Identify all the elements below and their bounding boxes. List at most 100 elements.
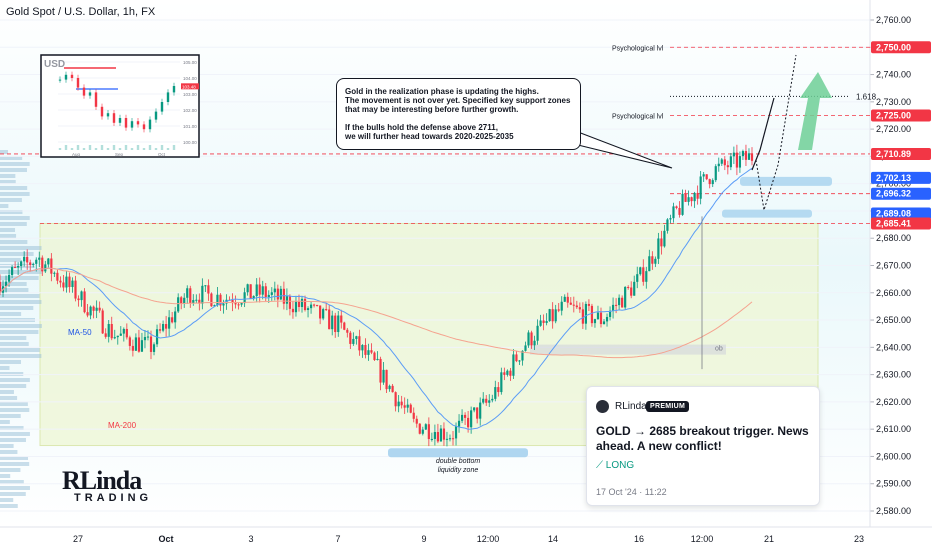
candle-body [210, 293, 213, 307]
order-block-zone [530, 344, 726, 355]
candle-body [527, 332, 530, 346]
candle-body [65, 276, 68, 288]
candle-body [77, 298, 80, 301]
price-tag [871, 217, 931, 230]
volume-profile-bar [0, 276, 39, 280]
inset-candle [70, 74, 74, 78]
candle-body [424, 424, 427, 430]
volume-profile-bar [0, 186, 28, 190]
candle-body [391, 385, 394, 393]
candle-body [747, 153, 751, 160]
price-tag [871, 147, 931, 160]
candle-body [624, 286, 627, 308]
idea-title[interactable]: GOLD → 2685 breakout trigger. News ahead… [596, 424, 809, 453]
candle-body [131, 345, 134, 351]
candle-body [636, 274, 639, 282]
candle-body [645, 271, 648, 282]
candle-body [146, 336, 150, 338]
candle-body [47, 258, 50, 265]
candle-body [467, 417, 470, 428]
candle-body [68, 276, 71, 288]
candle-body [0, 281, 2, 293]
candle-body [533, 340, 536, 346]
candle-body [83, 291, 86, 313]
inset-candle [94, 92, 98, 107]
analysis-note: Gold in the realization phase is updatin… [336, 78, 581, 150]
premium-badge: PREMIUM [646, 401, 690, 412]
candle-body [86, 312, 89, 316]
candle-body [491, 398, 494, 401]
y-tick-label: 2,590.00 [876, 479, 911, 489]
candle-body [258, 284, 261, 295]
author-name[interactable]: RLinda [615, 401, 647, 412]
candle-body [285, 296, 289, 304]
inset-volume [82, 148, 86, 150]
candle-body [231, 299, 234, 304]
candle-body [125, 328, 128, 338]
candle-body [654, 258, 657, 264]
candle-body [44, 264, 47, 272]
candle-body [10, 267, 14, 276]
psych-level-label: Psychological lvl [612, 113, 664, 120]
candle-body [536, 325, 539, 341]
y-tick-label: 2,730.00 [876, 97, 911, 107]
candle-body [177, 297, 180, 312]
candle-body [352, 338, 355, 344]
candle-body [14, 267, 17, 269]
candle-body [723, 159, 726, 166]
volume-profile-bar [0, 156, 23, 160]
fib-level-label: 1.618 [856, 92, 877, 101]
candle-body [611, 304, 615, 311]
candle-body [639, 267, 642, 275]
inset-candle [154, 111, 158, 120]
candle-body [149, 336, 153, 352]
inset-candle [166, 92, 170, 102]
volume-profile-bar [0, 288, 29, 292]
y-tick-label: 2,620.00 [876, 397, 911, 407]
candle-body [161, 324, 165, 331]
volume-profile-bar [0, 456, 29, 460]
volume-profile-bar [0, 336, 27, 340]
volume-profile-bar [0, 228, 16, 232]
candle-body [195, 299, 198, 301]
volume-profile-bar [0, 372, 24, 376]
ma-50-line [0, 167, 753, 430]
candle-body [276, 288, 279, 300]
candle-body [273, 288, 276, 293]
candle-body [35, 259, 38, 264]
candle-body [23, 256, 26, 262]
candle-body [128, 337, 131, 346]
candle-body [358, 336, 361, 351]
idea-date: 17 Oct '24 · 11:22 [596, 487, 667, 497]
inset-volume [154, 148, 158, 150]
candle-body [183, 297, 186, 304]
candle-body [297, 301, 301, 308]
x-tick-label: 23 [854, 534, 864, 544]
candle-body [608, 310, 612, 317]
candle-body [343, 322, 346, 330]
candle-body [587, 303, 591, 306]
inset-candle [142, 124, 146, 130]
candle-body [705, 174, 708, 180]
trend-up-icon: ⟋ [596, 460, 606, 471]
idea-card[interactable]: RLinda PREMIUM GOLD → 2685 breakout trig… [586, 386, 820, 506]
inset-candle [130, 121, 134, 128]
candle-body [291, 308, 295, 313]
note-line: If the bulls hold the defense above 2711… [345, 123, 498, 132]
candle-body [95, 307, 98, 311]
candle-body [26, 256, 29, 263]
candle-body [222, 303, 225, 306]
candle-body [593, 319, 597, 324]
direction-text: LONG [605, 460, 635, 471]
candle-body [672, 206, 675, 219]
volume-profile-bar [0, 246, 42, 250]
volume-profile-bar [0, 252, 34, 256]
candle-body [566, 296, 569, 303]
double-bottom-label: double bottom [436, 458, 481, 465]
price-tag-label: 2,685.41 [876, 218, 911, 228]
volume-profile-bar [0, 342, 29, 346]
candle-body [460, 414, 464, 421]
candle-body [515, 354, 518, 362]
y-tick-label: 2,630.00 [876, 370, 911, 380]
candle-body [681, 193, 684, 215]
